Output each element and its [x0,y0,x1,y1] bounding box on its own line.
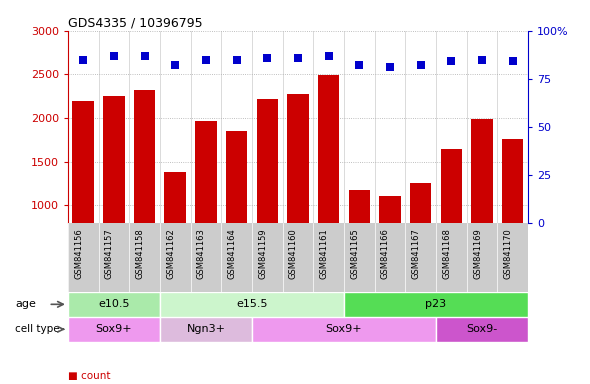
Text: GSM841168: GSM841168 [442,228,451,279]
Bar [160,317,252,342]
Point [385,64,395,70]
Text: GSM841158: GSM841158 [136,228,145,279]
Text: GSM841166: GSM841166 [381,228,390,279]
Bar [502,139,523,223]
Text: GSM841157: GSM841157 [105,228,114,279]
Point [263,55,272,61]
Point [171,62,180,68]
Text: GSM841165: GSM841165 [350,228,359,279]
Bar [344,292,528,317]
Text: e10.5: e10.5 [98,299,130,310]
Point [355,62,364,68]
Text: GSM841161: GSM841161 [320,228,329,279]
Text: GSM841170: GSM841170 [504,228,513,279]
Text: cell type: cell type [15,324,60,334]
Point [508,58,517,65]
Bar [68,317,160,342]
Bar [252,317,436,342]
Point [293,55,303,61]
Bar [287,94,309,223]
Text: Sox9+: Sox9+ [326,324,362,334]
Bar [73,101,94,223]
Text: GSM841159: GSM841159 [258,228,267,279]
Text: age: age [15,299,36,310]
Bar [103,96,124,223]
Point [416,62,425,68]
Text: GSM841162: GSM841162 [166,228,175,279]
Point [324,53,333,59]
Bar [195,121,217,223]
Text: GSM841160: GSM841160 [289,228,298,279]
Bar [471,119,493,223]
Text: GSM841167: GSM841167 [412,228,421,279]
Text: Sox9+: Sox9+ [96,324,132,334]
Point [140,53,149,59]
Point [201,56,211,63]
Text: Sox9-: Sox9- [467,324,497,334]
Text: GSM841163: GSM841163 [197,228,206,279]
Text: e15.5: e15.5 [236,299,268,310]
Bar [160,292,344,317]
Bar [68,292,160,317]
Text: p23: p23 [425,299,447,310]
Bar [436,317,528,342]
Bar [134,90,155,223]
Bar [441,149,462,223]
Point [447,58,456,65]
Point [109,53,119,59]
Text: GSM841156: GSM841156 [74,228,83,279]
Text: ■ count: ■ count [68,371,110,381]
Bar [379,196,401,223]
Bar [226,131,247,223]
Bar [257,99,278,223]
Bar [165,172,186,223]
Text: GSM841169: GSM841169 [473,228,482,279]
Bar [349,190,370,223]
Bar [410,182,431,223]
Point [232,56,241,63]
Text: Ngn3+: Ngn3+ [186,324,225,334]
Text: GSM841164: GSM841164 [228,228,237,279]
Bar [318,75,339,223]
Point [78,56,88,63]
Text: GDS4335 / 10396795: GDS4335 / 10396795 [68,17,202,30]
Point [477,56,487,63]
